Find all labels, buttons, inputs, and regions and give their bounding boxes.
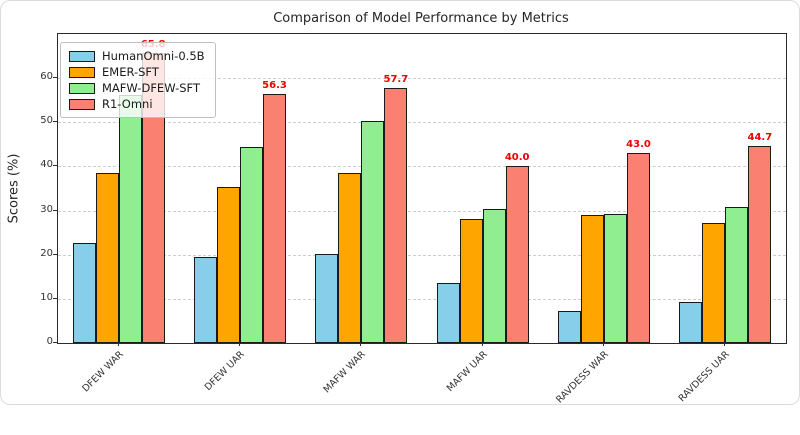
bar-MAFW-DFEW-SFT-RAVDESS WAR [604, 213, 627, 343]
x-tick-mark [360, 342, 362, 346]
legend-swatch-icon [69, 82, 95, 94]
y-tick-label-30: 30 [40, 203, 53, 215]
bar-MAFW-DFEW-SFT-RAVDESS UAR [725, 207, 749, 343]
bar-R1-Omni-RAVDESS UAR [748, 145, 772, 343]
value-label-R1-Omni-MAFW WAR: 57.7 [383, 74, 409, 86]
gridline-y-10 [58, 298, 786, 300]
bar-HumanOmni-0.5B-MAFW UAR [436, 283, 460, 343]
legend-item-EMER-SFT: EMER-SFT [69, 64, 205, 80]
bar-EMER-SFT-RAVDESS WAR [581, 214, 604, 343]
y-tick-mark [53, 121, 57, 123]
y-tick-label-20: 20 [40, 247, 53, 259]
bar-HumanOmni-0.5B-DFEW WAR [72, 243, 96, 343]
y-tick-mark [53, 297, 57, 299]
legend-item-HumanOmni-0.5B: HumanOmni-0.5B [69, 48, 205, 64]
x-tick-label-DFEW WAR: DFEW WAR [80, 349, 126, 395]
legend-item-R1-Omni: R1-Omni [69, 96, 205, 112]
bar-R1-Omni-MAFW UAR [505, 166, 529, 343]
legend-swatch-icon [69, 66, 95, 78]
legend-swatch-icon [69, 50, 95, 62]
value-label-R1-Omni-RAVDESS WAR: 43.0 [626, 139, 651, 151]
bar-EMER-SFT-DFEW WAR [95, 172, 119, 343]
y-tick-label-0: 0 [46, 336, 53, 347]
bar-MAFW-DFEW-SFT-MAFW UAR [482, 208, 506, 343]
y-tick-mark [53, 253, 57, 255]
bar-HumanOmni-0.5B-RAVDESS WAR [558, 310, 581, 343]
bar-EMER-SFT-MAFW WAR [338, 173, 362, 343]
bar-MAFW-DFEW-SFT-MAFW WAR [361, 120, 385, 343]
gridline-y-40 [58, 166, 786, 168]
legend-label: HumanOmni-0.5B [102, 49, 205, 63]
y-tick-label-50: 50 [40, 115, 53, 127]
bar-chart: Comparison of Model Performance by Metri… [6, 11, 787, 406]
y-tick-mark [53, 77, 57, 79]
value-label-R1-Omni-MAFW UAR: 40.0 [504, 152, 530, 164]
bar-EMER-SFT-DFEW UAR [217, 187, 240, 343]
gridline-y-30 [58, 210, 786, 212]
legend: HumanOmni-0.5B EMER-SFT MAFW-DFEW-SFT R1-Om… [60, 42, 216, 118]
legend-label: MAFW-DFEW-SFT [102, 81, 200, 95]
x-tick-mark [239, 342, 240, 346]
gridline-y-50 [58, 122, 786, 124]
value-label-R1-Omni-DFEW UAR: 56.3 [262, 80, 287, 92]
x-tick-label-DFEW UAR: DFEW UAR [202, 349, 247, 394]
bar-R1-Omni-RAVDESS WAR [627, 153, 650, 343]
x-tick-mark [117, 342, 119, 346]
y-tick-mark [53, 165, 57, 167]
legend-label: EMER-SFT [102, 65, 159, 79]
bar-R1-Omni-DFEW UAR [263, 94, 286, 343]
y-tick-mark [53, 342, 57, 343]
bar-R1-Omni-MAFW WAR [384, 88, 408, 343]
chart-title: Comparison of Model Performance by Metri… [273, 11, 569, 26]
legend-item-MAFW-DFEW-SFT: MAFW-DFEW-SFT [69, 80, 205, 96]
x-tick-mark [724, 342, 726, 346]
y-tick-mark [53, 209, 57, 211]
value-label-R1-Omni-RAVDESS UAR: 44.7 [747, 131, 773, 143]
gridline-y-60 [58, 78, 786, 80]
legend-label: R1-Omni [102, 97, 153, 111]
x-tick-label-RAVDESS UAR: RAVDESS UAR [676, 349, 733, 405]
y-tick-label-10: 10 [40, 291, 53, 303]
legend-swatch-icon [69, 98, 95, 110]
y-tick-label-60: 60 [40, 71, 53, 83]
y-tick-label-40: 40 [40, 159, 53, 171]
bar-EMER-SFT-RAVDESS UAR [702, 222, 726, 343]
bar-HumanOmni-0.5B-RAVDESS UAR [679, 301, 703, 343]
bar-EMER-SFT-MAFW UAR [459, 219, 483, 343]
x-tick-mark [481, 342, 483, 346]
bar-MAFW-DFEW-SFT-DFEW UAR [240, 147, 263, 343]
bar-HumanOmni-0.5B-DFEW UAR [194, 257, 217, 343]
x-tick-label-MAFW UAR: MAFW UAR [444, 349, 490, 395]
bar-HumanOmni-0.5B-MAFW WAR [315, 253, 339, 343]
x-tick-mark [603, 342, 604, 346]
gridline-y-20 [58, 254, 786, 256]
x-tick-label-RAVDESS WAR: RAVDESS WAR [554, 349, 611, 406]
x-tick-label-MAFW WAR: MAFW WAR [321, 349, 369, 396]
y-axis-label: Scores (%) [6, 153, 22, 224]
bar-MAFW-DFEW-SFT-DFEW WAR [118, 95, 142, 343]
